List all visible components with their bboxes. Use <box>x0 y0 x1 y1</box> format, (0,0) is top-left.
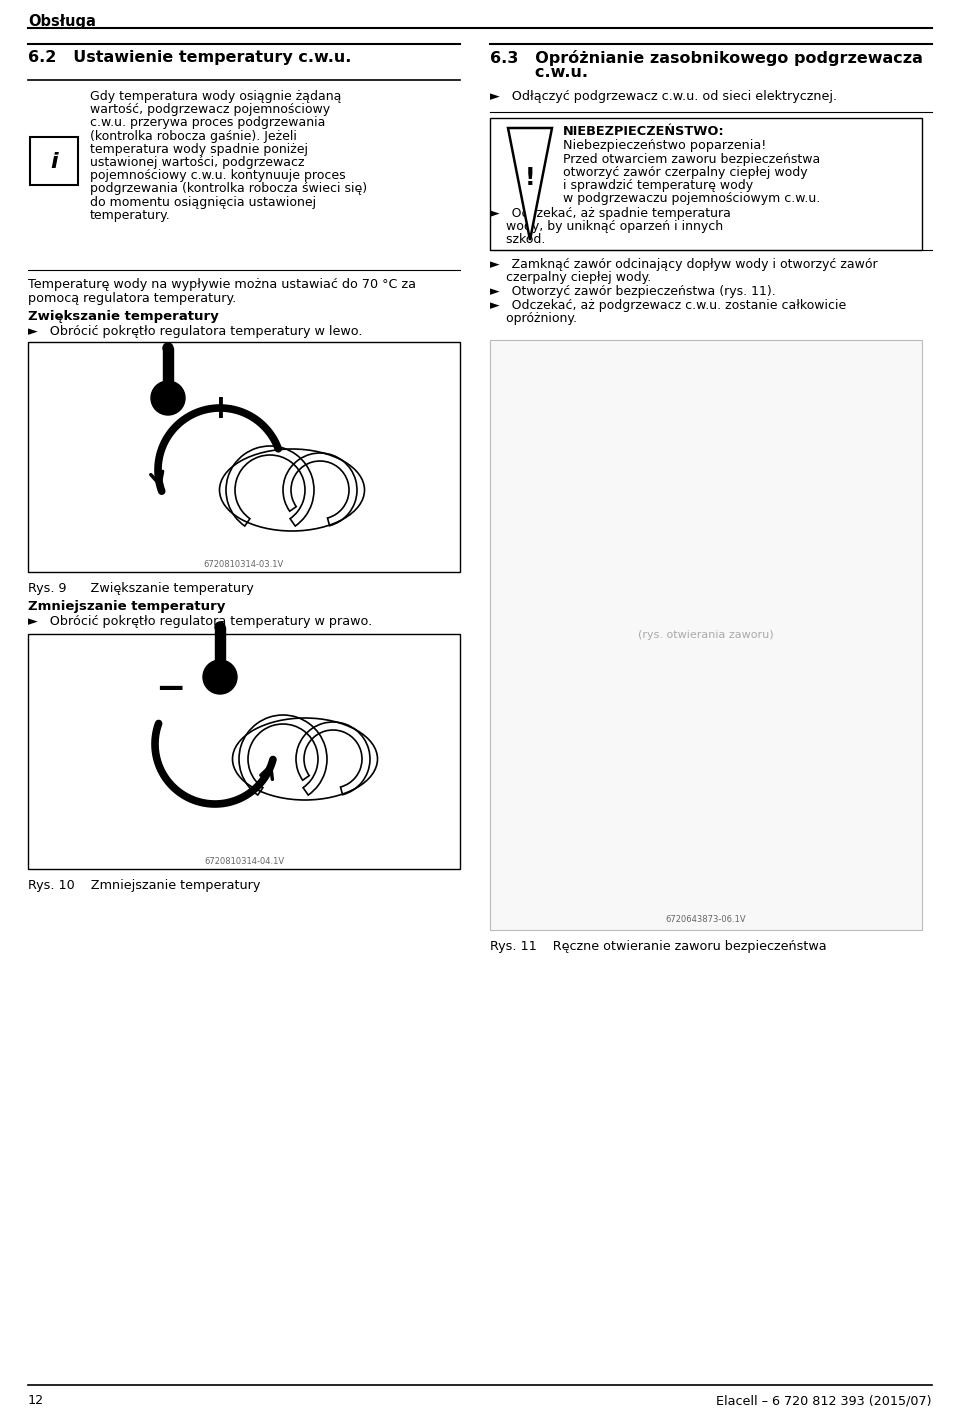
Text: 6720810314-03.1V: 6720810314-03.1V <box>204 560 284 569</box>
FancyBboxPatch shape <box>30 137 78 184</box>
Text: (rys. otwierania zaworu): (rys. otwierania zaworu) <box>638 629 774 641</box>
Text: 12: 12 <box>28 1394 44 1407</box>
Text: Rys. 11    Ręczne otwieranie zaworu bezpieczeństwa: Rys. 11 Ręczne otwieranie zaworu bezpiec… <box>490 941 827 953</box>
Text: Rys. 9      Zwiększanie temperatury: Rys. 9 Zwiększanie temperatury <box>28 582 253 596</box>
Text: +: + <box>206 391 234 424</box>
Text: pojemnościowy c.w.u. kontynuuje proces: pojemnościowy c.w.u. kontynuuje proces <box>90 169 346 182</box>
Text: Niebezpieczeństwo poparzenia!: Niebezpieczeństwo poparzenia! <box>563 139 766 152</box>
Text: 6.3   Opróżnianie zasobnikowego podgrzewacza: 6.3 Opróżnianie zasobnikowego podgrzewac… <box>490 51 923 66</box>
Text: temperatury.: temperatury. <box>90 208 171 222</box>
Text: Zwiększanie temperatury: Zwiększanie temperatury <box>28 310 219 322</box>
Text: opróżniony.: opróżniony. <box>490 313 577 325</box>
Text: ustawionej wartości, podgrzewacz: ustawionej wartości, podgrzewacz <box>90 156 304 169</box>
Text: ►   Obrócić pokrętło regulatora temperatury w lewo.: ► Obrócić pokrętło regulatora temperatur… <box>28 325 363 338</box>
Text: (kontrolka robocza gaśnie). Jeżeli: (kontrolka robocza gaśnie). Jeżeli <box>90 130 297 142</box>
Text: Przed otwarciem zaworu bezpieczeństwa: Przed otwarciem zaworu bezpieczeństwa <box>563 153 820 166</box>
Polygon shape <box>508 128 552 239</box>
Text: ►   Odczekać, aż podgrzewacz c.w.u. zostanie całkowicie: ► Odczekać, aż podgrzewacz c.w.u. zostan… <box>490 298 847 311</box>
Text: otworzyć zawór czerpalny ciepłej wody: otworzyć zawór czerpalny ciepłej wody <box>563 166 807 179</box>
FancyBboxPatch shape <box>163 348 173 398</box>
Text: do momentu osiągnięcia ustawionej: do momentu osiągnięcia ustawionej <box>90 196 316 208</box>
Circle shape <box>215 622 225 632</box>
Text: w podgrzewaczu pojemnościowym c.w.u.: w podgrzewaczu pojemnościowym c.w.u. <box>563 191 820 206</box>
Text: i: i <box>50 152 58 172</box>
Text: ►   Odłączyć podgrzewacz c.w.u. od sieci elektrycznej.: ► Odłączyć podgrzewacz c.w.u. od sieci e… <box>490 90 837 103</box>
Text: wartość, podgrzewacz pojemnościowy: wartość, podgrzewacz pojemnościowy <box>90 103 330 117</box>
FancyBboxPatch shape <box>28 634 460 869</box>
Circle shape <box>163 344 173 353</box>
Text: Elacell – 6 720 812 393 (2015/07): Elacell – 6 720 812 393 (2015/07) <box>716 1394 932 1407</box>
Text: Gdy temperatura wody osiągnie żądaną: Gdy temperatura wody osiągnie żądaną <box>90 90 342 103</box>
Text: Rys. 10    Zmniejszanie temperatury: Rys. 10 Zmniejszanie temperatury <box>28 879 260 893</box>
Text: wody, by uniknąć oparzeń i innych: wody, by uniknąć oparzeń i innych <box>490 220 723 232</box>
Circle shape <box>203 660 237 694</box>
FancyBboxPatch shape <box>490 118 922 251</box>
FancyBboxPatch shape <box>215 627 225 677</box>
Circle shape <box>151 382 185 415</box>
Text: szkód.: szkód. <box>490 232 545 246</box>
Text: c.w.u.: c.w.u. <box>490 65 588 80</box>
FancyBboxPatch shape <box>490 339 922 931</box>
Text: c.w.u. przerywa proces podgrzewania: c.w.u. przerywa proces podgrzewania <box>90 117 325 130</box>
Text: czerpalny ciepłej wody.: czerpalny ciepłej wody. <box>490 272 651 284</box>
Text: i sprawdzić temperaturę wody: i sprawdzić temperaturę wody <box>563 179 754 191</box>
Text: ►   Obrócić pokrętło regulatora temperatury w prawo.: ► Obrócić pokrętło regulatora temperatur… <box>28 615 372 628</box>
Text: NIEBEZPIECZEŃSTWO:: NIEBEZPIECZEŃSTWO: <box>563 125 725 138</box>
Text: Zmniejszanie temperatury: Zmniejszanie temperatury <box>28 600 226 612</box>
Text: Obsługa: Obsługa <box>28 14 96 30</box>
Text: podgrzewania (kontrolka robocza świeci się): podgrzewania (kontrolka robocza świeci s… <box>90 183 367 196</box>
Text: temperatura wody spadnie poniżej: temperatura wody spadnie poniżej <box>90 142 308 156</box>
Text: ►   Odczekać, aż spadnie temperatura: ► Odczekać, aż spadnie temperatura <box>490 207 731 220</box>
Text: 6720810314-04.1V: 6720810314-04.1V <box>204 857 284 866</box>
Text: 6720643873-06.1V: 6720643873-06.1V <box>665 915 746 924</box>
Text: pomocą regulatora temperatury.: pomocą regulatora temperatury. <box>28 291 236 306</box>
Text: !: ! <box>525 166 536 190</box>
Text: −: − <box>155 672 185 705</box>
Text: 6.2   Ustawienie temperatury c.w.u.: 6.2 Ustawienie temperatury c.w.u. <box>28 51 351 65</box>
Text: ►   Zamknąć zawór odcinający dopływ wody i otworzyć zawór: ► Zamknąć zawór odcinający dopływ wody i… <box>490 258 877 270</box>
Text: Temperaturę wody na wypływie można ustawiać do 70 °C za: Temperaturę wody na wypływie można ustaw… <box>28 277 416 291</box>
FancyBboxPatch shape <box>28 342 460 572</box>
Text: ►   Otworzyć zawór bezpieczeństwa (rys. 11).: ► Otworzyć zawór bezpieczeństwa (rys. 11… <box>490 284 776 298</box>
